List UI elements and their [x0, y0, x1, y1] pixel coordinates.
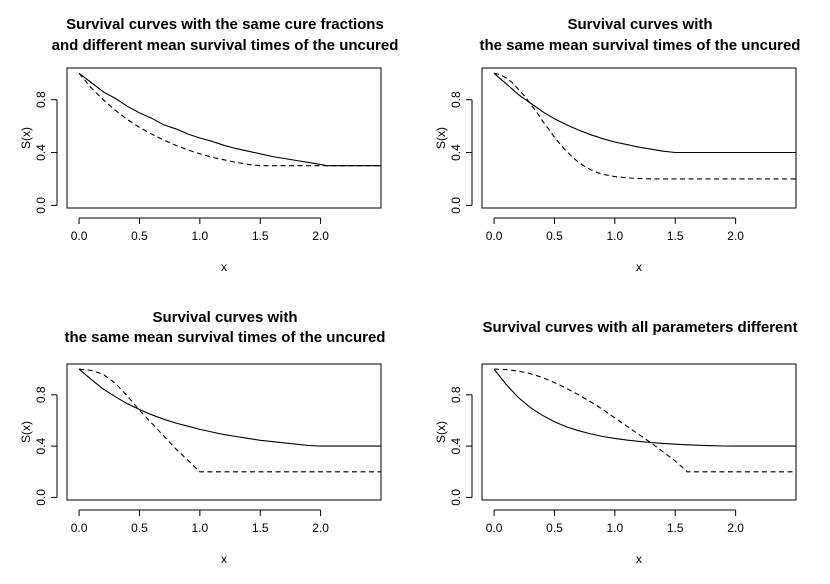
- y-tick-label: 0.0: [449, 489, 463, 506]
- chart-title-line-1: Survival curves with the same cure fract…: [66, 16, 384, 33]
- x-tick-label: 2.0: [727, 521, 744, 535]
- x-tick-label: 2.0: [727, 229, 744, 243]
- x-tick-label: 2.0: [312, 229, 329, 243]
- y-axis-label: S(x): [434, 421, 448, 443]
- x-axis-label: x: [221, 552, 227, 566]
- chart-title-line-1: Survival curves with: [152, 309, 297, 326]
- x-tick-label: 1.0: [192, 229, 209, 243]
- y-tick-label: 0.0: [34, 489, 48, 506]
- panel-3: Survival curves with the same mean surviv…: [19, 309, 385, 566]
- series-solid-line: [78, 72, 381, 167]
- x-tick-label: 1.0: [607, 229, 624, 243]
- x-tick-label: 0.0: [486, 229, 503, 243]
- x-axis-label: x: [636, 552, 642, 566]
- plot-frame: [481, 67, 797, 209]
- chart-title-line-2: and different mean survival times of the…: [52, 37, 399, 54]
- y-tick-label: 0.4: [34, 144, 48, 161]
- y-tick-label: 0.8: [449, 386, 463, 403]
- x-tick-label: 0.0: [71, 229, 88, 243]
- series-dashed-line: [79, 368, 381, 473]
- y-axis-label: S(x): [19, 127, 33, 149]
- plot-frame: [481, 363, 797, 501]
- y-tick-label: 0.4: [34, 437, 48, 454]
- series-solid-line: [493, 72, 796, 154]
- series-dashed-line: [78, 72, 381, 167]
- y-tick-label: 0.8: [34, 91, 48, 108]
- series-dashed-line: [493, 72, 796, 180]
- y-axis-label: S(x): [19, 421, 33, 443]
- x-tick-label: 0.0: [71, 521, 88, 535]
- x-tick-label: 1.0: [192, 521, 209, 535]
- panel-1: Survival curves with the same cure fract…: [19, 16, 398, 274]
- x-tick-label: 1.5: [252, 521, 269, 535]
- chart-title-line-2: the same mean survival times of the uncu…: [480, 37, 801, 54]
- x-axis-label: x: [636, 260, 642, 274]
- chart-title-line-1: Survival curves with all parameters diff…: [482, 319, 797, 336]
- series-solid-line: [78, 368, 381, 447]
- y-tick-label: 0.0: [34, 197, 48, 214]
- x-tick-label: 0.5: [546, 229, 563, 243]
- y-tick-label: 0.8: [34, 386, 48, 403]
- x-tick-label: 1.0: [607, 521, 624, 535]
- y-tick-label: 0.4: [449, 437, 463, 454]
- y-tick-label: 0.8: [449, 91, 463, 108]
- chart-title-line-1: Survival curves with: [567, 16, 712, 33]
- panel-4: Survival curves with all parameters diff…: [434, 319, 798, 566]
- plot-frame: [66, 67, 382, 209]
- x-tick-label: 1.5: [667, 229, 684, 243]
- x-tick-label: 0.5: [131, 229, 148, 243]
- panel-2: Survival curves with the same mean surviv…: [434, 16, 800, 274]
- y-tick-label: 0.4: [449, 144, 463, 161]
- x-tick-label: 2.0: [312, 521, 329, 535]
- y-tick-label: 0.0: [449, 197, 463, 214]
- x-tick-label: 0.0: [486, 521, 503, 535]
- x-axis-label: x: [221, 260, 227, 274]
- chart-title-line-2: the same mean survival times of the uncu…: [65, 329, 386, 346]
- series-dashed-line: [494, 368, 796, 473]
- x-tick-label: 0.5: [131, 521, 148, 535]
- series-solid-line: [493, 368, 796, 447]
- y-axis-label: S(x): [434, 127, 448, 149]
- x-tick-label: 1.5: [667, 521, 684, 535]
- plot-frame: [66, 363, 382, 501]
- x-tick-label: 0.5: [546, 521, 563, 535]
- x-tick-label: 1.5: [252, 229, 269, 243]
